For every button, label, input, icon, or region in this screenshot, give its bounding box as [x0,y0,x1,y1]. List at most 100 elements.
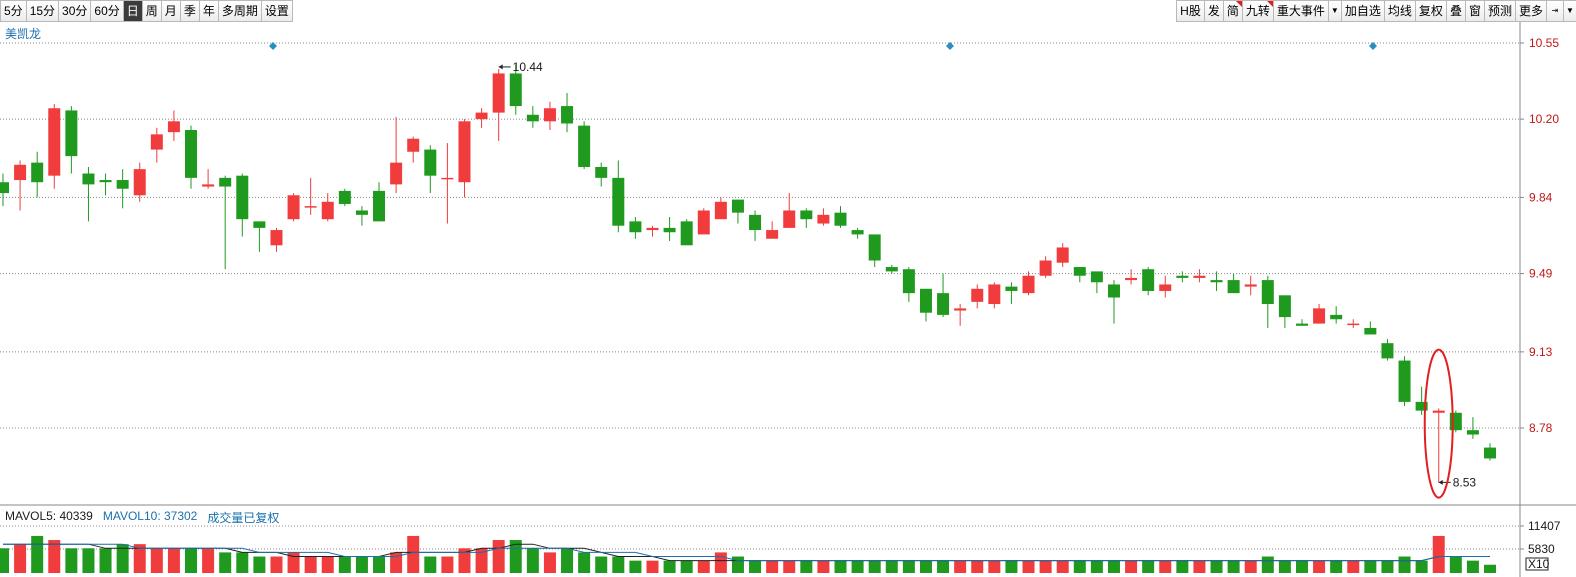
y-tick-label: 10.20 [1529,112,1559,126]
volume-bar [595,556,608,573]
tool-button-2[interactable]: 简 [1222,0,1243,22]
volume-bar [680,560,693,573]
event-marker-icon [269,42,277,50]
volume-bar [373,556,386,573]
candle-body [1039,260,1052,276]
candle-body [749,214,762,231]
period-tab-2[interactable]: 30分 [58,0,92,22]
period-tab-9[interactable]: 多周期 [217,0,262,22]
volume-tick-label: 5830 [1528,542,1555,556]
candle-body [287,195,300,220]
volume-bar [1347,560,1360,573]
period-tab-4[interactable]: 日 [122,0,143,22]
candle-body [390,162,403,185]
volume-bar [817,560,830,573]
candle-body [680,221,693,246]
volume-bar [407,535,420,573]
volume-bar [749,560,762,573]
candle-body [373,190,386,222]
candle-body [885,267,898,272]
candle-body [1142,269,1155,291]
volume-bar [48,540,61,573]
mavol10-label: MAVOL10: 37302 [102,509,198,523]
candle-body [663,227,676,233]
tool-button-3[interactable]: 九转 [1241,0,1274,22]
volume-bar [1313,560,1326,573]
candle-body [133,169,146,196]
candle-body [253,221,266,228]
candle-body [167,121,180,133]
tool-button-7[interactable]: 复权 [1414,0,1447,22]
volume-bar [441,556,454,573]
candle-body [800,210,813,220]
volume-bar [971,560,984,573]
candle-body [731,199,744,213]
period-tab-10[interactable]: 设置 [260,0,293,22]
tool-button-5[interactable]: 加自选 [1340,0,1385,22]
candle-body [1278,295,1291,318]
volume-bar [1142,560,1155,573]
candle-body [1193,275,1206,278]
volume-bar [851,560,864,573]
volume-bar [697,560,710,573]
volume-unit-box [1525,557,1549,571]
y-tick-label: 8.78 [1529,421,1553,435]
candle-body [338,190,351,204]
y-tick-label: 9.49 [1529,267,1553,281]
volume-bar [390,552,403,573]
candle-body [116,180,129,189]
volume-bar [270,556,283,573]
volume-bar [1449,556,1462,573]
period-tab-3[interactable]: 60分 [90,0,124,22]
candle-body [1107,284,1120,298]
candle-body [1330,314,1343,320]
volume-bar [167,548,180,573]
candle-body [1176,275,1189,278]
candle-body [834,212,847,226]
tool-button-6[interactable]: 均线 [1383,0,1416,22]
volume-bar [202,548,215,573]
candle-body [1295,323,1308,326]
volume-bar [116,544,129,573]
period-tab-1[interactable]: 15分 [25,0,60,22]
volume-legend: MAVOL5: 40339 MAVOL10: 37302 成交量已复权 [5,509,279,526]
volume-bar [1261,556,1274,573]
annotation-arrow-icon [1438,479,1443,485]
volume-bar [1056,560,1069,573]
volume-bar [783,560,796,573]
candle-body [458,121,471,183]
candle-body [919,288,932,313]
tool-button-0[interactable]: H股 [1176,0,1205,22]
volume-bar [1278,560,1291,573]
volume-bar [988,560,1001,573]
volume-bar [82,548,95,573]
volume-bar [492,540,505,573]
candle-body [31,162,44,183]
candle-body [578,125,591,167]
candle-body [1005,286,1018,291]
volume-bar [919,560,932,573]
tool-button-1[interactable]: 发 [1203,0,1224,22]
candle-body [48,108,61,176]
candle-body [714,201,727,220]
candle-body [1244,284,1257,287]
volume-bar [1210,560,1223,573]
volume-bar [1415,560,1428,573]
more-dropdown-icon[interactable]: ▼ [1563,0,1576,22]
tool-button-10[interactable]: 预测 [1483,0,1516,22]
volume-bar [1295,560,1308,573]
event-dropdown-icon[interactable]: ▼ [1327,0,1342,22]
volume-bar [65,548,78,573]
tool-button-4[interactable]: 重大事件 [1272,0,1329,22]
volume-bar [612,556,625,573]
candle-body [988,284,1001,305]
volume-bar [31,535,44,573]
volume-bar [714,552,727,573]
volume-bar [150,548,163,573]
period-tab-5[interactable]: 周 [141,0,162,22]
candle-body [492,73,505,113]
candle-body [185,130,198,178]
volume-bar [578,552,591,573]
tool-button-9[interactable]: 窗 [1464,0,1485,22]
